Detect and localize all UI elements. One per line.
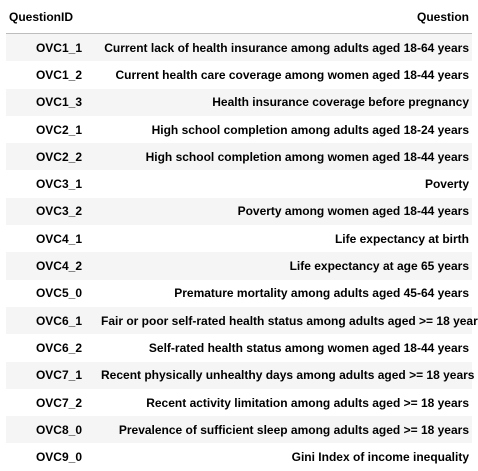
cell-question-text: Current lack of health insurance among a… [98,33,472,62]
cell-question-id: OVC5_0 [35,286,82,301]
cell-question-text: Poverty among women aged 18-44 years [98,197,472,226]
cell-question-id: OVC1_2 [35,67,82,82]
table-row: OVC1_1 Current lack of health insurance … [6,33,472,62]
cell-question-text: Premature mortality among adults aged 45… [174,286,469,301]
cell-question-id: OVC8_0 [6,416,98,444]
cell-question-id: OVC2_2 [6,143,98,171]
cell-question-id: OVC9_0 [35,450,82,465]
question-table: QuestionID Question OVC1_1 Current lack … [6,0,478,471]
table-row: OVC6_1 Fair or poor self-rated health st… [6,306,478,335]
cell-question-text: Current health care coverage among women… [115,67,469,82]
cell-question-text: High school completion among women aged … [98,143,472,171]
cell-question-text: Recent activity limitation among adults … [146,395,469,410]
cell-question-id: OVC1_1 [6,33,98,62]
cell-question-text: Health insurance coverage before pregnan… [98,88,472,116]
table-row: OVC1_2 Current health care coverage amon… [6,61,472,88]
cell-question-id: OVC6_1 [6,306,98,335]
table-row: OVC8_0 Prevalence of sufficient sleep am… [6,416,472,444]
table-header: QuestionID Question [6,0,472,34]
table-row: OVC4_1 Life expectancy at birth [6,225,472,252]
table-row: OVC2_1 High school completion among adul… [6,116,472,143]
cell-question-text: High school completion among adults aged… [151,122,469,137]
cell-question-text: Self-rated health status among women age… [148,340,469,355]
table-row: OVC7_2 Recent activity limitation among … [6,389,472,416]
cell-question-text: Life expectancy at age 65 years [98,252,472,280]
table-row: OVC4_2 Life expectancy at age 65 years [6,252,472,280]
cell-question-id: OVC4_1 [35,231,82,246]
table-row: OVC5_0 Premature mortality among adults … [6,280,472,307]
table-row: OVC9_0 Gini Index of income inequality [6,443,472,470]
cell-question-id: OVC3_2 [6,197,98,226]
cell-question-id: OVC7_2 [35,395,82,410]
cell-question-id: OVC4_2 [6,252,98,280]
cell-question-id: OVC7_1 [6,361,98,389]
table-body: OVC1_1 Current lack of health insurance … [6,33,478,471]
column-header-questionid: QuestionID [6,0,98,34]
table-row: OVC6_2 Self-rated health status among wo… [6,334,472,361]
cell-question-id: OVC2_1 [35,122,82,137]
cell-question-text: Gini Index of income inequality [291,450,469,465]
cell-question-id: OVC3_1 [35,177,82,192]
table-row: OVC2_2 High school completion among wome… [6,143,472,171]
cell-question-text: Poverty [424,177,469,192]
cell-question-id: OVC6_2 [35,340,82,355]
table-row: OVC7_1 Recent physically unhealthy days … [6,361,474,389]
table-row: OVC3_2 Poverty among women aged 18-44 ye… [6,197,472,226]
cell-question-text: Recent physically unhealthy days among a… [98,361,474,389]
column-header-question: Question [98,0,472,34]
table-row: OVC3_1 Poverty [6,170,472,197]
cell-question-text: Prevalence of sufficient sleep among adu… [98,416,472,444]
cell-question-id: OVC1_3 [6,88,98,116]
header-row: QuestionID Question [6,0,472,34]
cell-question-text: Life expectancy at birth [334,231,469,246]
table-row: OVC1_3 Health insurance coverage before … [6,88,472,116]
cell-question-text: Fair or poor self-rated health status am… [98,306,478,335]
